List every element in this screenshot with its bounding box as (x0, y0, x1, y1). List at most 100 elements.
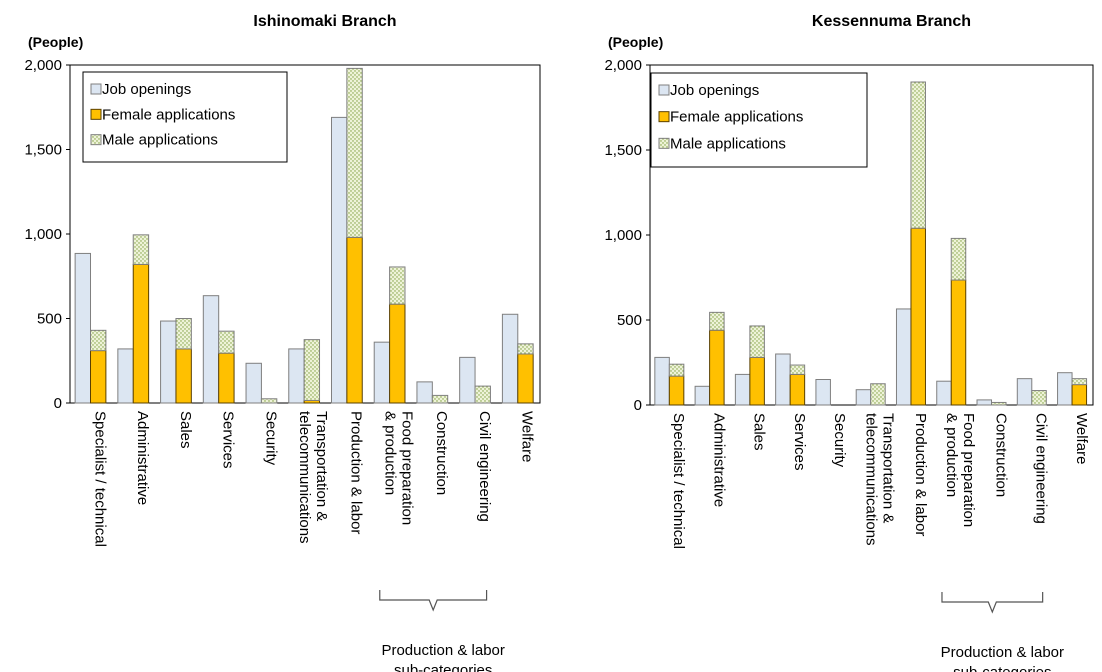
bar-job-openings (734, 373, 751, 406)
bar-male (950, 237, 967, 281)
y-tick-label: 500 (617, 312, 642, 329)
bar-male (175, 318, 192, 350)
brace (379, 590, 488, 612)
x-tick-label: Food preparation& production (943, 413, 977, 527)
bar-male (389, 266, 406, 305)
bar-female (910, 227, 926, 406)
y-tick-label: 0 (54, 395, 62, 412)
bar-female (175, 348, 192, 404)
bar-male (709, 311, 725, 331)
chart-title: Ishinomaki Branch (253, 13, 396, 30)
bar-male (346, 67, 363, 238)
bar-female (132, 263, 150, 404)
x-tick-label: Transportation &telecommunications (296, 411, 330, 544)
bar-job-openings (775, 353, 791, 406)
bar-job-openings (416, 381, 433, 404)
bar-job-openings (459, 356, 476, 404)
bar-job-openings (288, 348, 305, 404)
legend-swatch (658, 84, 670, 96)
x-tick-label: Security (831, 413, 848, 468)
bar-male (260, 398, 278, 404)
x-tick-label: Civil engineering (1033, 413, 1050, 524)
bar-female (709, 329, 725, 406)
legend-box (82, 71, 288, 163)
legend-label: Job openings (670, 82, 759, 99)
bar-female (668, 375, 685, 406)
bar-male (870, 383, 886, 406)
bar-female (517, 353, 534, 404)
bar-job-openings (855, 389, 872, 406)
y-tick-label: 0 (634, 397, 642, 414)
bar-male (910, 81, 926, 229)
bar-female (789, 373, 806, 406)
bar-male (668, 363, 685, 377)
legend-label: Female applications (670, 109, 803, 126)
bar-male (517, 343, 534, 355)
bar-male (132, 234, 150, 265)
x-tick-label: Production & labor (348, 411, 365, 534)
legend-swatch (658, 137, 670, 149)
legend-label: Male applications (102, 132, 218, 149)
x-tick-label: Sales (751, 413, 768, 451)
bar-male (303, 339, 321, 401)
bar-job-openings (202, 295, 220, 404)
annotation: sub-categories (953, 664, 1051, 672)
bar-job-openings (373, 341, 391, 404)
x-tick-label: Construction (433, 411, 450, 495)
x-tick-label: Specialist / technical (670, 413, 687, 549)
bar-male (789, 364, 806, 375)
bar-male (90, 329, 107, 352)
x-tick-label: Administrative (134, 411, 151, 505)
y-axis-label: (People) (608, 34, 663, 50)
x-tick-label: Civil engineering (476, 411, 493, 522)
bar-male (474, 385, 491, 404)
legend-swatch (90, 83, 102, 95)
bar-female (218, 352, 235, 404)
x-tick-label: Administrative (710, 413, 727, 507)
x-tick-label: Services (791, 413, 808, 471)
x-tick-label: Sales (177, 411, 194, 449)
x-tick-label: Welfare (519, 411, 536, 462)
bar-male (218, 330, 235, 354)
bar-female (389, 303, 406, 404)
bar-female (950, 279, 967, 406)
x-tick-label: Food preparation& production (381, 411, 415, 525)
bar-male (749, 325, 765, 358)
bar-job-openings (74, 252, 92, 404)
x-tick-label: Welfare (1073, 413, 1090, 464)
bar-job-openings (160, 320, 177, 404)
x-tick-label: Services (220, 411, 237, 469)
bar-female (749, 356, 765, 406)
bar-female (1071, 384, 1088, 406)
y-tick-label: 1,500 (604, 142, 642, 159)
legend-label: Female applications (102, 106, 235, 123)
legend-swatch (90, 134, 102, 146)
annotation: sub-categories (394, 662, 492, 672)
bar-job-openings (245, 362, 262, 404)
y-tick-label: 1,000 (24, 226, 62, 243)
bar-job-openings (1016, 378, 1033, 406)
bar-job-openings (330, 116, 348, 404)
bar-job-openings (815, 379, 831, 406)
chart-title: Kessennuma Branch (812, 13, 971, 30)
bar-male (1071, 378, 1088, 386)
annotation: Production & labor (381, 642, 504, 659)
bar-job-openings (501, 313, 519, 404)
x-tick-label: Production & labor (912, 413, 929, 536)
legend-swatch (90, 108, 102, 120)
bar-male (431, 394, 449, 404)
bar-job-openings (117, 348, 134, 404)
legend-box (650, 72, 868, 168)
y-tick-label: 2,000 (604, 57, 642, 74)
y-tick-label: 500 (37, 311, 62, 328)
bar-female (346, 236, 363, 404)
bar-job-openings (694, 385, 711, 406)
bar-job-openings (895, 308, 912, 406)
bar-female (90, 350, 107, 404)
y-tick-label: 1,500 (24, 142, 62, 159)
bar-job-openings (654, 356, 670, 406)
y-tick-label: 2,000 (24, 57, 62, 74)
x-tick-label: Construction (992, 413, 1009, 497)
bar-job-openings (936, 380, 952, 406)
